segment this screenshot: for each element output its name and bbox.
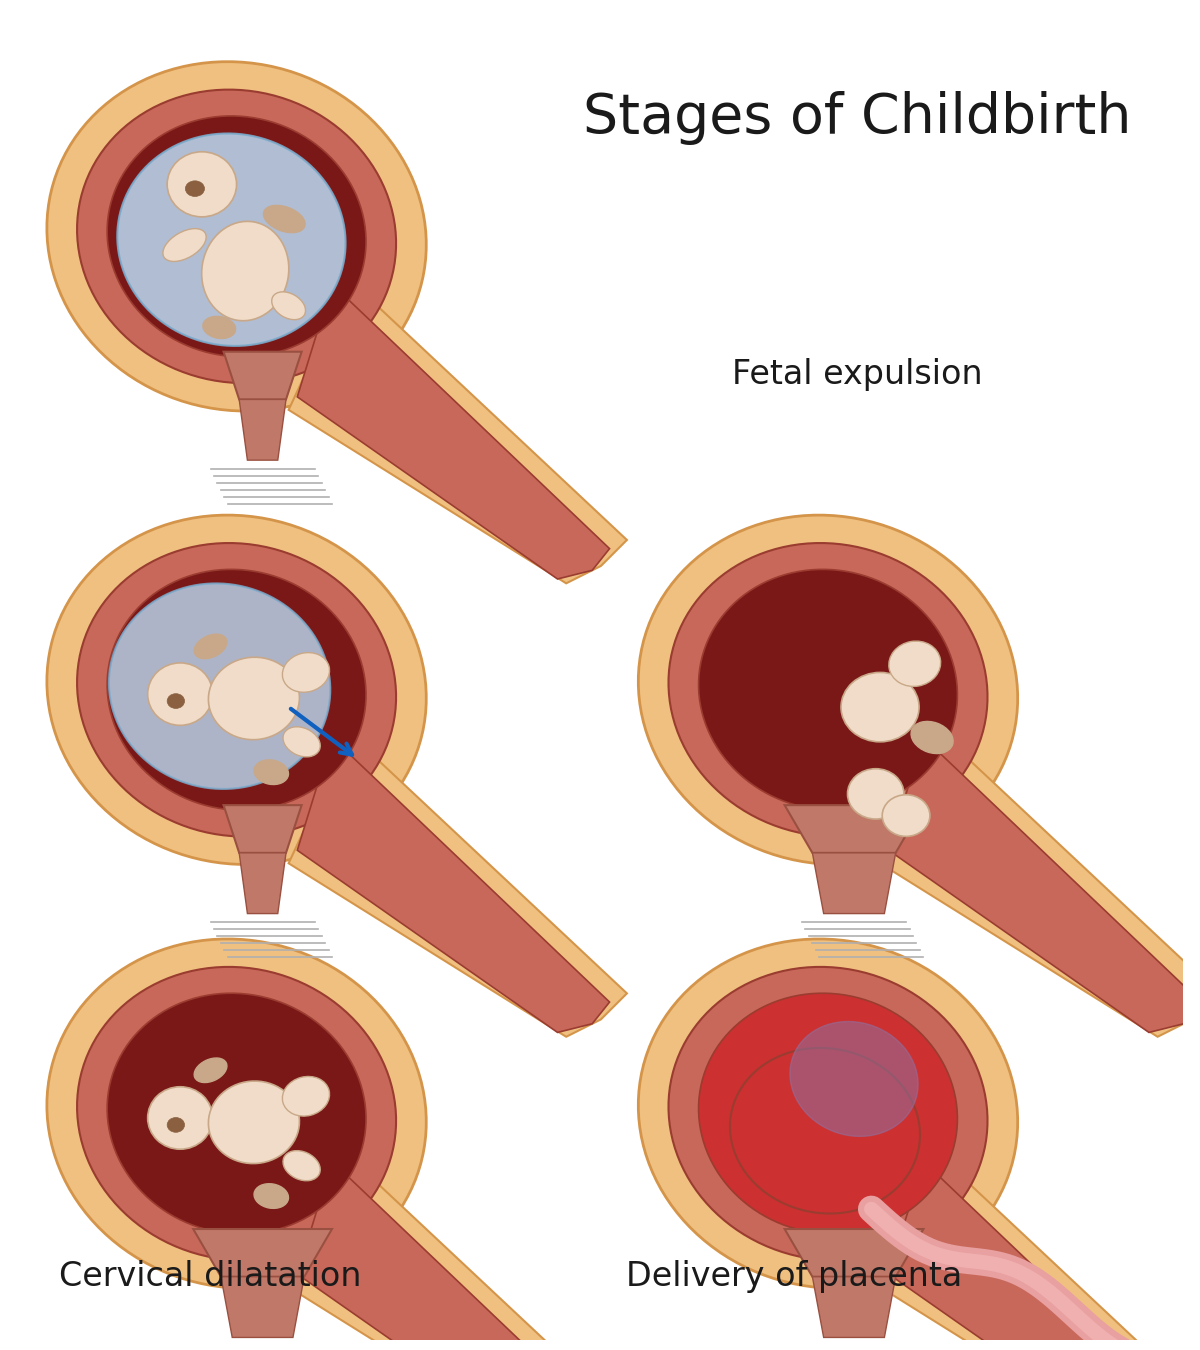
Ellipse shape	[283, 1150, 320, 1181]
Polygon shape	[668, 967, 988, 1261]
Polygon shape	[668, 543, 988, 837]
Polygon shape	[880, 733, 1200, 1037]
Ellipse shape	[254, 760, 288, 784]
Ellipse shape	[911, 721, 953, 753]
Ellipse shape	[185, 181, 204, 197]
Ellipse shape	[282, 652, 330, 693]
Ellipse shape	[889, 641, 941, 686]
Ellipse shape	[148, 1087, 212, 1149]
Ellipse shape	[209, 657, 300, 740]
Polygon shape	[698, 994, 958, 1234]
Polygon shape	[193, 1228, 332, 1277]
Ellipse shape	[194, 1058, 227, 1083]
Text: Cervical dilatation: Cervical dilatation	[59, 1260, 361, 1293]
Polygon shape	[77, 967, 396, 1261]
Ellipse shape	[209, 1081, 300, 1164]
Ellipse shape	[841, 672, 919, 742]
Polygon shape	[638, 516, 1018, 864]
Ellipse shape	[282, 1076, 330, 1116]
Polygon shape	[109, 583, 330, 788]
Polygon shape	[889, 737, 1200, 1033]
Ellipse shape	[264, 205, 305, 232]
Ellipse shape	[283, 726, 320, 757]
Polygon shape	[889, 1161, 1200, 1350]
Polygon shape	[47, 940, 426, 1288]
Polygon shape	[107, 994, 366, 1234]
Polygon shape	[298, 1161, 610, 1350]
Ellipse shape	[167, 694, 185, 709]
Polygon shape	[221, 1277, 305, 1338]
Ellipse shape	[847, 768, 904, 819]
Polygon shape	[223, 352, 301, 400]
Polygon shape	[77, 543, 396, 837]
Polygon shape	[118, 134, 346, 346]
Ellipse shape	[194, 634, 227, 659]
Polygon shape	[812, 853, 895, 914]
Polygon shape	[289, 1157, 626, 1350]
Polygon shape	[638, 940, 1018, 1288]
Polygon shape	[298, 284, 610, 579]
Ellipse shape	[167, 1118, 185, 1133]
Ellipse shape	[167, 151, 236, 217]
Polygon shape	[239, 400, 286, 460]
Polygon shape	[785, 1228, 924, 1277]
Ellipse shape	[254, 1184, 288, 1208]
Polygon shape	[107, 570, 366, 810]
Polygon shape	[698, 570, 958, 810]
Text: Stages of Childbirth: Stages of Childbirth	[583, 90, 1132, 144]
Ellipse shape	[882, 795, 930, 837]
Text: Delivery of placenta: Delivery of placenta	[626, 1260, 962, 1293]
Polygon shape	[107, 116, 366, 356]
Polygon shape	[289, 733, 626, 1037]
Polygon shape	[223, 805, 301, 853]
Ellipse shape	[203, 316, 235, 339]
Text: Fetal expulsion: Fetal expulsion	[732, 358, 983, 391]
Polygon shape	[77, 89, 396, 383]
Polygon shape	[730, 1048, 920, 1214]
Ellipse shape	[163, 228, 206, 262]
Polygon shape	[790, 1022, 918, 1137]
Ellipse shape	[271, 292, 306, 320]
Polygon shape	[298, 737, 610, 1033]
Polygon shape	[289, 279, 626, 583]
Ellipse shape	[202, 221, 289, 321]
Ellipse shape	[148, 663, 212, 725]
Polygon shape	[812, 1277, 895, 1338]
Polygon shape	[785, 805, 924, 853]
Polygon shape	[239, 853, 286, 914]
Polygon shape	[47, 62, 426, 410]
Polygon shape	[880, 1157, 1200, 1350]
Polygon shape	[47, 516, 426, 864]
